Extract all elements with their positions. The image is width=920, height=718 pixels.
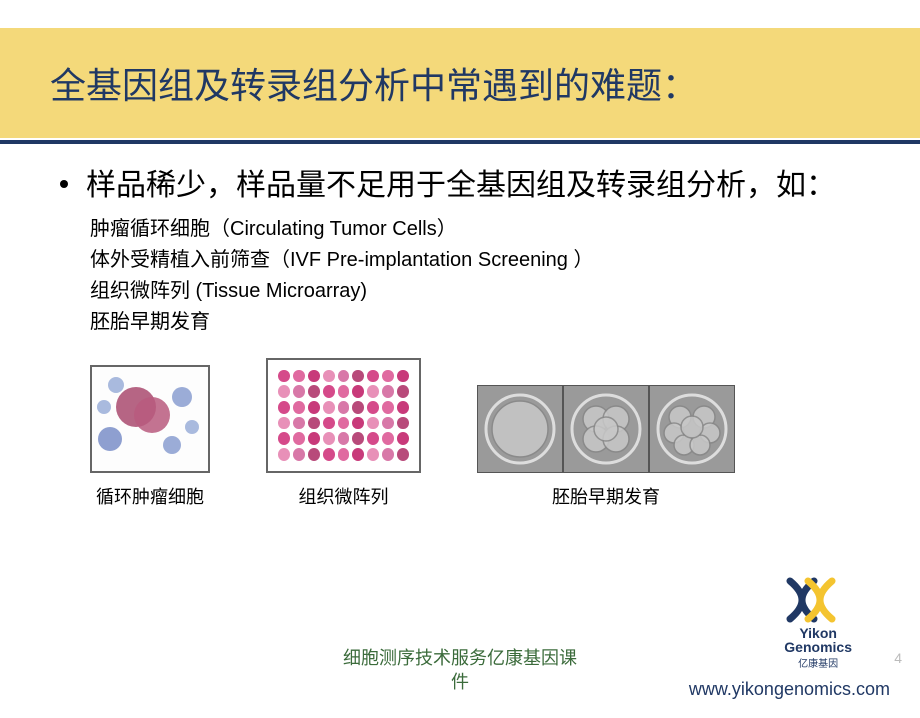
sub-list: 肿瘤循环细胞（Circulating Tumor Cells） 体外受精植入前筛… <box>90 214 880 338</box>
embryo-figure <box>477 385 735 473</box>
bullet-dot <box>60 180 68 188</box>
slide-title: 全基因组及转录组分析中常遇到的难题： <box>50 57 698 109</box>
bullet-item: 样品稀少，样品量不足用于全基因组及转录组分析，如： <box>60 164 880 208</box>
logo-name2: Genomics <box>784 639 852 655</box>
images-row: 循环肿瘤细胞 组织微阵列 胚胎早期发育 <box>90 358 880 509</box>
embryo-caption: 胚胎早期发育 <box>552 483 660 509</box>
ctc-caption: 循环肿瘤细胞 <box>96 483 204 509</box>
content-area: 样品稀少，样品量不足用于全基因组及转录组分析，如： 肿瘤循环细胞（Circula… <box>0 144 920 509</box>
sub-item: 组织微阵列 (Tissue Microarray) <box>90 276 880 307</box>
footer-line1: 细胞测序技术服务亿康基因课 <box>343 647 577 670</box>
ctc-figure <box>90 365 210 473</box>
logo-icon <box>784 577 838 623</box>
image-ctc: 循环肿瘤细胞 <box>90 365 210 509</box>
microarray-caption: 组织微阵列 <box>299 483 389 509</box>
logo-cn: 亿康基因 <box>784 655 852 670</box>
sub-item: 胚胎早期发育 <box>90 307 880 338</box>
image-embryo: 胚胎早期发育 <box>477 385 735 509</box>
title-band: 全基因组及转录组分析中常遇到的难题： <box>0 28 920 138</box>
footer-line2: 件 <box>343 671 577 694</box>
company-logo: Yikon Genomics 亿康基因 <box>784 577 852 670</box>
microarray-figure <box>266 358 421 473</box>
sub-item: 肿瘤循环细胞（Circulating Tumor Cells） <box>90 214 880 245</box>
image-microarray: 组织微阵列 <box>266 358 421 509</box>
footer-note: 细胞测序技术服务亿康基因课 件 <box>343 647 577 694</box>
sub-item: 体外受精植入前筛查（IVF Pre-implantation Screening… <box>90 245 880 276</box>
bullet-text: 样品稀少，样品量不足用于全基因组及转录组分析，如： <box>86 164 836 208</box>
page-number: 4 <box>894 650 902 666</box>
